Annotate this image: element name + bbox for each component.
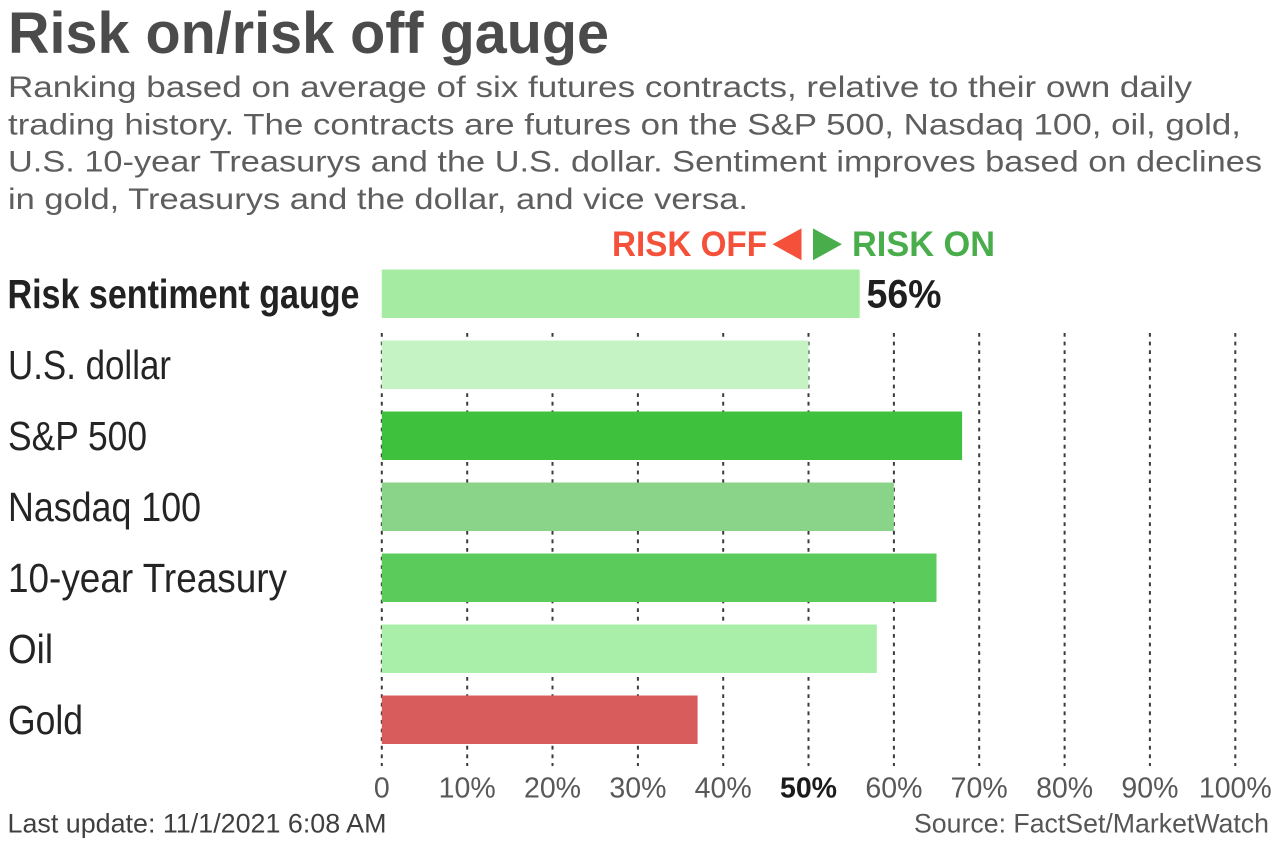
svg-text:40%: 40% bbox=[695, 773, 752, 805]
svg-text:RISK ON: RISK ON bbox=[852, 225, 995, 264]
svg-text:90%: 90% bbox=[1121, 773, 1178, 805]
svg-text:30%: 30% bbox=[609, 773, 666, 805]
svg-text:20%: 20% bbox=[524, 773, 581, 805]
svg-text:50%: 50% bbox=[780, 773, 837, 805]
svg-text:Ranking based on average of si: Ranking based on average of six futures … bbox=[8, 71, 1192, 104]
svg-text:10-year Treasury: 10-year Treasury bbox=[8, 555, 287, 601]
svg-text:Oil: Oil bbox=[8, 626, 53, 672]
svg-text:RISK OFF: RISK OFF bbox=[612, 225, 767, 264]
svg-text:56%: 56% bbox=[867, 273, 942, 317]
svg-text:10%: 10% bbox=[439, 773, 496, 805]
svg-text:Source: FactSet/MarketWatch: Source: FactSet/MarketWatch bbox=[914, 809, 1269, 839]
svg-text:70%: 70% bbox=[951, 773, 1008, 805]
svg-text:100%: 100% bbox=[1199, 773, 1272, 805]
svg-text:S&P 500: S&P 500 bbox=[8, 413, 147, 459]
svg-text:U.S. dollar: U.S. dollar bbox=[8, 342, 171, 388]
svg-text:in gold, Treasurys and the dol: in gold, Treasurys and the dollar, and v… bbox=[8, 183, 748, 216]
svg-text:U.S. 10-year Treasurys and the: U.S. 10-year Treasurys and the U.S. doll… bbox=[8, 146, 1262, 179]
svg-text:trading history. The contracts: trading history. The contracts are futur… bbox=[8, 108, 1241, 141]
svg-text:Last update: 11/1/2021 6:08 AM: Last update: 11/1/2021 6:08 AM bbox=[8, 809, 387, 839]
svg-text:Risk on/risk off gauge: Risk on/risk off gauge bbox=[8, 1, 609, 66]
svg-text:Gold: Gold bbox=[8, 697, 83, 743]
svg-text:Risk sentiment gauge: Risk sentiment gauge bbox=[8, 271, 360, 317]
svg-text:60%: 60% bbox=[865, 773, 922, 805]
svg-text:0: 0 bbox=[374, 773, 390, 805]
svg-text:80%: 80% bbox=[1036, 773, 1093, 805]
svg-text:Nasdaq 100: Nasdaq 100 bbox=[8, 484, 201, 530]
